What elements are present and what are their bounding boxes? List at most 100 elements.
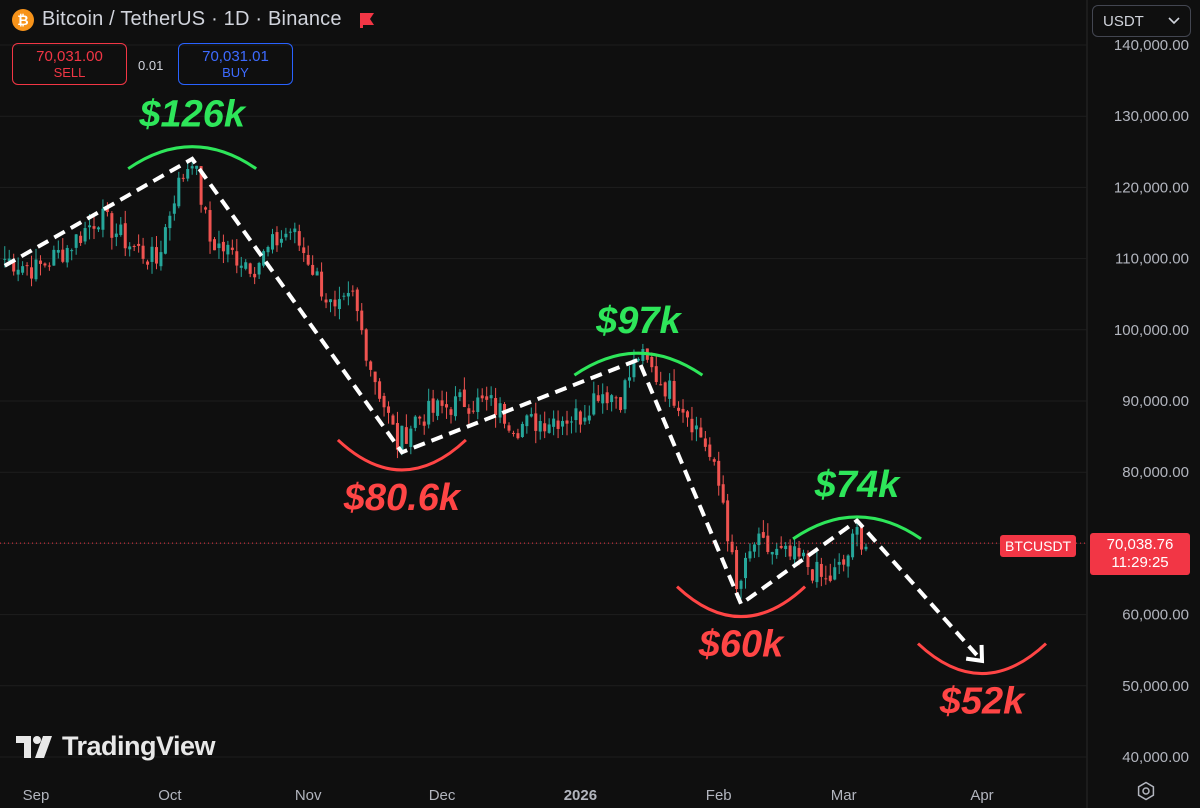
candle-body — [181, 177, 185, 179]
candle-body — [726, 500, 730, 542]
candle-body — [721, 484, 725, 503]
candle-body — [757, 533, 761, 546]
symbol-title[interactable]: Bitcoin / TetherUS · 1D · Binance — [42, 8, 342, 30]
candle-body — [614, 397, 618, 399]
candle-body — [538, 420, 542, 432]
candle-body — [279, 238, 283, 243]
candle-body — [177, 177, 181, 207]
peak-price-label: $74k — [814, 464, 901, 506]
candle-body — [574, 408, 578, 421]
candle-body — [449, 409, 453, 415]
candle-body — [302, 247, 306, 254]
currency-select[interactable]: USDT — [1092, 5, 1191, 37]
sell-price: 70,031.00 — [36, 48, 103, 65]
price-axis-label: 90,000.00 — [1122, 393, 1189, 410]
candle-body — [833, 567, 837, 580]
time-axis-label: Apr — [970, 787, 993, 804]
candle-body — [163, 227, 167, 254]
candle-body — [239, 265, 243, 268]
candle-body — [494, 398, 498, 416]
candle-body — [855, 527, 859, 535]
candle-body — [583, 417, 587, 422]
time-axis-label: Sep — [23, 787, 50, 804]
candle-body — [806, 553, 810, 568]
candle-body — [462, 389, 466, 408]
candle-body — [507, 425, 511, 431]
candle-body — [337, 299, 341, 310]
trough-price-label: $52k — [939, 681, 1026, 723]
candle-body — [561, 420, 565, 427]
peak-arc — [792, 515, 922, 541]
candle-body — [730, 541, 734, 553]
candle-body — [88, 225, 92, 228]
candle-body — [708, 444, 712, 457]
candle-body — [596, 395, 600, 401]
buy-label: BUY — [222, 65, 249, 80]
candle-body — [7, 258, 11, 262]
candle-body — [293, 228, 297, 233]
candle-body — [168, 215, 172, 229]
price-axis-label: 40,000.00 — [1122, 749, 1189, 766]
candle-body — [681, 408, 685, 413]
tradingview-logo-icon — [16, 735, 52, 758]
tradingview-logo[interactable]: TradingView — [16, 731, 216, 762]
price-axis-label: 120,000.00 — [1114, 179, 1189, 196]
candle-body — [186, 168, 190, 179]
candle-body — [70, 250, 74, 252]
candle-body — [735, 549, 739, 590]
candle-body — [355, 289, 359, 312]
candle-body — [114, 233, 118, 238]
candle-body — [208, 210, 212, 242]
candle-body — [770, 552, 774, 555]
candle-body — [146, 261, 150, 265]
candle-body — [418, 416, 422, 419]
chevron-down-icon — [1168, 17, 1180, 25]
candle-body — [297, 231, 301, 246]
candle-body — [235, 251, 239, 266]
candle-body — [364, 329, 368, 361]
price-axis[interactable]: 140,000.00 130,000.00 120,000.00 110,000.00… — [1114, 37, 1189, 766]
candle-body — [369, 361, 373, 370]
candle-body — [842, 559, 846, 565]
candle-body — [516, 433, 520, 439]
candle-body — [703, 438, 707, 447]
peak-arc — [127, 145, 258, 170]
time-axis-label: Oct — [158, 787, 182, 804]
candle-body — [766, 535, 770, 552]
candle-body — [810, 569, 814, 581]
candle-body — [694, 425, 698, 430]
candle-body — [677, 407, 681, 411]
peak-price-label: $126k — [138, 94, 247, 136]
candle-body — [217, 243, 221, 249]
sell-button[interactable]: 70,031.00 SELL — [12, 43, 127, 85]
candle-body — [284, 233, 288, 238]
buy-button[interactable]: 70,031.01 BUY — [178, 43, 293, 85]
candle-body — [30, 267, 34, 279]
candle-body — [619, 397, 623, 411]
candle-body — [360, 310, 364, 331]
candle-body — [34, 259, 38, 280]
candle-body — [525, 415, 529, 427]
candle-body — [61, 249, 65, 262]
candle-body — [92, 226, 96, 229]
candle-body — [860, 524, 864, 550]
candle-body — [685, 411, 689, 418]
candle-body — [262, 251, 266, 266]
candle-body — [16, 269, 20, 275]
candlestick-series — [0, 157, 1087, 599]
candle-body — [663, 382, 667, 397]
price-axis-label: 50,000.00 — [1122, 678, 1189, 695]
candle-body — [828, 575, 832, 581]
candle-body — [382, 395, 386, 408]
bar-countdown: 11:29:25 — [1111, 554, 1169, 571]
flag-icon[interactable] — [358, 11, 376, 29]
annotation-arcs — [127, 145, 1048, 675]
candle-body — [342, 295, 346, 297]
time-axis[interactable]: Sep Oct Nov Dec 2026 Feb Mar Apr — [23, 787, 994, 804]
candle-body — [668, 380, 672, 399]
settings-icon[interactable] — [1136, 781, 1156, 801]
candle-body — [212, 239, 216, 251]
candle-body — [204, 207, 208, 210]
candle-body — [793, 546, 797, 560]
